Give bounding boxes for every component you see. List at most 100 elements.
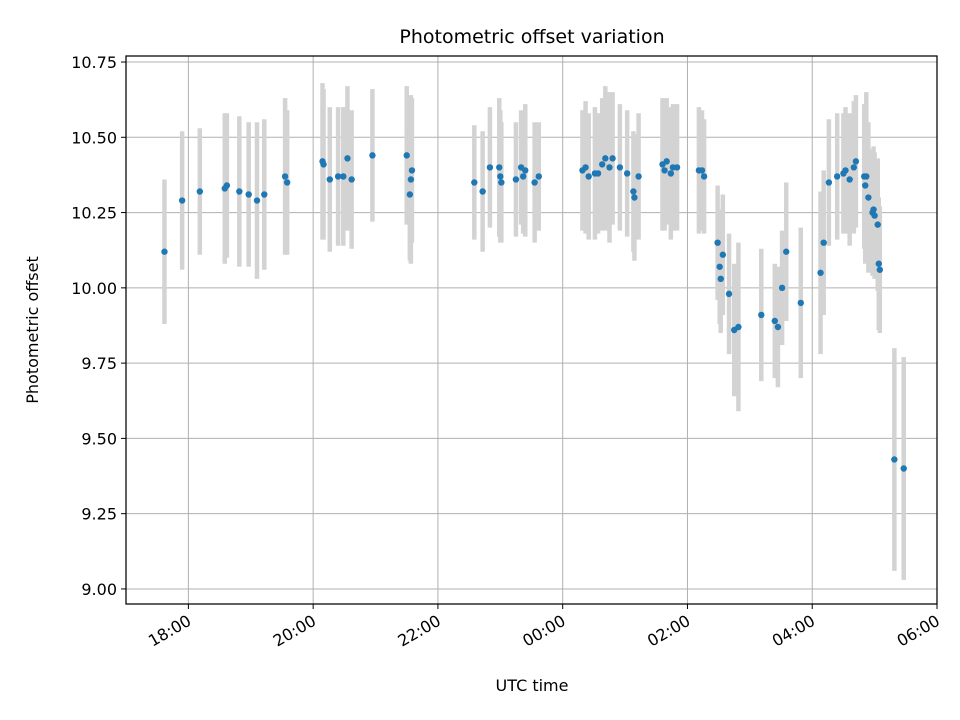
x-tick-label: 00:00: [519, 611, 568, 651]
data-point: [486, 164, 494, 171]
data-point: [850, 164, 858, 171]
data-point: [582, 164, 589, 171]
data-point: [261, 191, 268, 198]
data-point: [778, 284, 786, 292]
data-point: [283, 179, 291, 186]
data-point: [846, 176, 853, 183]
data-point: [852, 158, 860, 165]
data-point: [320, 161, 327, 168]
y-tick-label: 9.75: [81, 354, 117, 373]
data-point: [498, 179, 505, 186]
data-point: [876, 266, 884, 273]
data-point: [698, 167, 706, 174]
data-points: [161, 152, 907, 472]
x-tick-label: 18:00: [145, 611, 194, 651]
data-point: [631, 194, 638, 201]
data-point: [531, 179, 538, 186]
data-point: [797, 299, 804, 307]
data-point: [348, 176, 355, 183]
data-point: [406, 191, 414, 198]
data-point: [326, 176, 333, 183]
x-axis-label: UTC time: [496, 676, 569, 695]
data-point: [774, 323, 782, 331]
data-point: [407, 176, 415, 183]
y-tick-label: 10.00: [71, 279, 117, 298]
x-tick-label: 04:00: [769, 611, 818, 651]
data-point: [758, 311, 765, 319]
data-point: [479, 188, 486, 195]
data-point: [875, 260, 882, 267]
y-tick-label: 10.50: [71, 128, 117, 147]
data-point: [700, 173, 708, 180]
data-point: [602, 155, 609, 162]
data-point: [714, 239, 721, 246]
data-point: [673, 164, 681, 171]
data-point: [865, 194, 872, 201]
data-point: [719, 251, 727, 258]
data-point: [635, 173, 642, 180]
x-tick-label: 02:00: [644, 611, 693, 651]
x-tick-label: 22:00: [394, 611, 443, 651]
y-tick-label: 9.25: [81, 505, 117, 524]
data-point: [403, 152, 410, 159]
data-point: [833, 173, 841, 180]
data-point: [535, 173, 542, 180]
y-tick-label: 10.75: [71, 53, 117, 72]
y-tick-label: 10.25: [71, 204, 117, 223]
data-point: [663, 158, 670, 165]
data-point: [842, 167, 849, 174]
data-point: [616, 164, 624, 171]
data-point: [667, 170, 675, 177]
y-tick-label: 9.50: [81, 429, 117, 448]
data-point: [340, 173, 347, 180]
data-point: [497, 173, 504, 180]
data-point: [874, 221, 881, 228]
data-point: [585, 173, 592, 180]
data-point: [223, 182, 231, 189]
data-point: [771, 317, 778, 325]
data-point: [496, 164, 503, 171]
data-point: [716, 263, 723, 270]
data-point: [253, 197, 261, 204]
data-point: [471, 179, 478, 186]
plot-frame: [125, 55, 938, 605]
data-point: [408, 167, 416, 174]
data-point: [783, 248, 790, 255]
data-point: [522, 167, 529, 174]
data-point: [900, 465, 907, 472]
data-point: [334, 173, 342, 180]
x-axis: 18:00 20:00 22:00 00:00 02:00 04:00 06:00: [145, 604, 943, 651]
data-point: [891, 456, 898, 463]
data-point: [817, 269, 824, 276]
data-point: [594, 170, 602, 177]
x-tick-label: 06:00: [894, 611, 943, 651]
data-point: [161, 248, 168, 255]
y-tick-label: 9.00: [81, 580, 117, 599]
data-point: [820, 239, 827, 246]
data-point: [717, 275, 724, 283]
data-point: [245, 191, 252, 198]
data-point: [606, 164, 613, 171]
chart-title: Photometric offset variation: [399, 26, 664, 48]
data-point: [870, 206, 877, 213]
y-axis-label: Photometric offset: [23, 256, 42, 404]
data-point: [599, 161, 606, 168]
data-point: [512, 176, 520, 183]
data-point: [609, 155, 616, 162]
data-point: [196, 188, 204, 195]
data-point: [825, 179, 833, 186]
data-point: [863, 173, 870, 180]
data-point: [178, 197, 186, 204]
x-tick-label: 20:00: [270, 611, 319, 651]
data-point: [236, 188, 243, 195]
data-point: [735, 323, 742, 331]
error-bars: [162, 83, 906, 580]
data-point: [862, 182, 869, 189]
data-point: [519, 173, 527, 180]
grid: [126, 56, 938, 604]
data-point: [630, 188, 637, 195]
y-axis: 9.00 9.25 9.50 9.75 10.00 10.25 10.50 10.75: [71, 53, 126, 599]
data-point: [623, 170, 631, 177]
data-point: [725, 290, 733, 298]
data-point: [871, 212, 878, 219]
